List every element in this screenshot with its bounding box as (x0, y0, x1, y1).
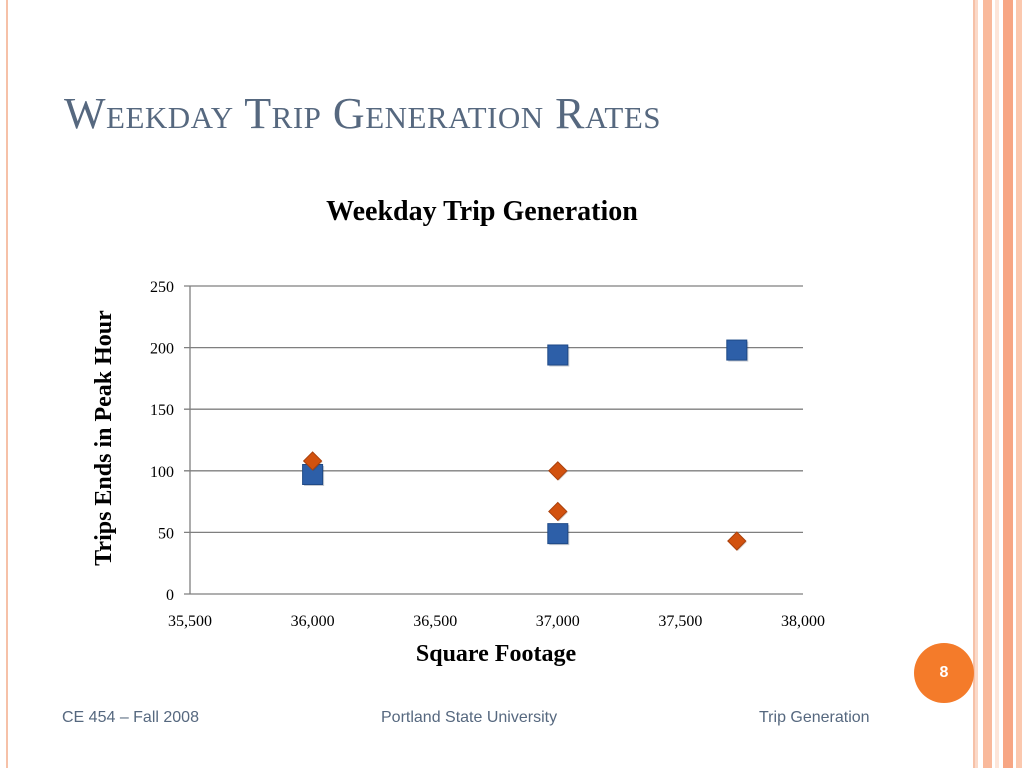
chart-title: Weekday Trip Generation (326, 196, 638, 227)
square-marker (547, 523, 570, 546)
y-tick-label: 200 (150, 341, 174, 358)
decorative-stripes (975, 0, 1024, 768)
slide-frame (6, 0, 975, 768)
diamond-marker (548, 461, 568, 481)
gridlines (184, 285, 803, 595)
square-marker (302, 463, 325, 486)
slide-title: Weekday Trip Generation Rates (64, 89, 662, 138)
x-tick-label: 36,500 (413, 613, 457, 630)
page-number-badge: 8 (914, 643, 974, 703)
diamond-marker (548, 501, 568, 522)
diamond-marker (727, 531, 747, 552)
y-tick-label: 50 (158, 525, 174, 542)
x-tick-label: 35,500 (168, 613, 212, 630)
y-tick-label: 0 (166, 587, 174, 604)
x-tick-labels: 35,500 36,000 36,500 37,000 37,500 38,000 (168, 613, 825, 630)
footer-course: CE 454 – Fall 2008 (62, 709, 199, 726)
square-marker (547, 344, 570, 367)
footer-topic: Trip Generation (759, 709, 870, 726)
x-tick-label: 37,500 (658, 613, 702, 630)
y-tick-label: 150 (150, 402, 174, 419)
square-marker (726, 339, 749, 362)
y-tick-label: 100 (150, 464, 174, 481)
x-tick-label: 37,000 (536, 613, 580, 630)
x-axis-label: Square Footage (416, 641, 577, 667)
diamond-marker (302, 451, 323, 471)
footer-university: Portland State University (381, 709, 558, 726)
y-axis-label: Trips Ends in Peak Hour (91, 310, 117, 566)
y-tick-label: 250 (150, 279, 174, 296)
data-points (302, 339, 749, 552)
y-tick-labels: 0 50 100 150 200 250 (150, 279, 174, 604)
x-tick-label: 36,000 (291, 613, 335, 630)
x-tick-label: 38,000 (781, 613, 825, 630)
